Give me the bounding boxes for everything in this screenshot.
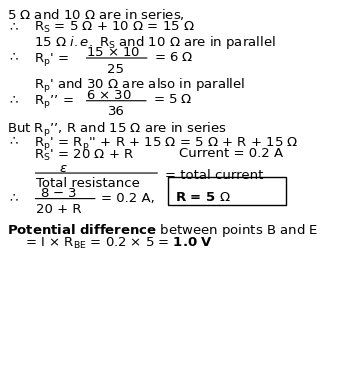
Text: = total current: = total current xyxy=(164,169,263,183)
Text: R$_\mathrm{p}$' and 30 $\Omega$ are also in parallel: R$_\mathrm{p}$' and 30 $\Omega$ are also… xyxy=(34,77,245,95)
Text: = 5 $\Omega$: = 5 $\Omega$ xyxy=(153,93,192,106)
Text: 25: 25 xyxy=(107,63,124,76)
Text: = I $\times$ R$_\mathrm{BE}$ = 0.2 $\times$ 5 = $\mathbf{1.0\ V}$: = I $\times$ R$_\mathrm{BE}$ = 0.2 $\tim… xyxy=(25,236,213,251)
FancyBboxPatch shape xyxy=(168,177,286,205)
Text: $\therefore$: $\therefore$ xyxy=(7,135,19,148)
Text: But R$_\mathrm{p}$’’, R and 15 $\Omega$ are in series: But R$_\mathrm{p}$’’, R and 15 $\Omega$ … xyxy=(7,121,227,139)
Text: R$_\mathrm{S}$ = 5 $\Omega$ + 10 $\Omega$ = 15 $\Omega$: R$_\mathrm{S}$ = 5 $\Omega$ + 10 $\Omega… xyxy=(34,20,195,35)
Text: = 6 $\Omega$: = 6 $\Omega$ xyxy=(154,51,194,64)
Text: 15 $\Omega$ $i.e.$ R$_\mathrm{S}$ and 10 $\Omega$ are in parallel: 15 $\Omega$ $i.e.$ R$_\mathrm{S}$ and 10… xyxy=(34,33,276,50)
Text: = 0.2 A,: = 0.2 A, xyxy=(101,192,154,205)
Text: R$_\mathrm{S}$' = 20 $\Omega$ + R: R$_\mathrm{S}$' = 20 $\Omega$ + R xyxy=(34,148,134,163)
Text: Current = 0.2 A: Current = 0.2 A xyxy=(179,148,283,160)
Text: 6 $\times$ 30: 6 $\times$ 30 xyxy=(86,89,132,102)
Text: $\therefore$: $\therefore$ xyxy=(7,51,19,64)
Text: Total resistance: Total resistance xyxy=(35,177,139,190)
Text: R$_\mathrm{p}$' =: R$_\mathrm{p}$' = xyxy=(34,51,69,68)
Text: R = 5 $\Omega$: R = 5 $\Omega$ xyxy=(175,191,231,204)
Text: $\therefore$: $\therefore$ xyxy=(7,93,19,106)
Text: $\varepsilon$: $\varepsilon$ xyxy=(59,162,68,175)
Text: $\mathbf{Potential\ difference}$ between points B and E: $\mathbf{Potential\ difference}$ between… xyxy=(7,222,319,239)
Text: 15 $\times$ 10: 15 $\times$ 10 xyxy=(86,46,140,59)
Text: R$_\mathrm{p}$' = R$_\mathrm{p}$'' + R + 15 $\Omega$ = 5 $\Omega$ + R + 15 $\Ome: R$_\mathrm{p}$' = R$_\mathrm{p}$'' + R +… xyxy=(34,135,298,152)
Text: 5 $\Omega$ and 10 $\Omega$ are in series,: 5 $\Omega$ and 10 $\Omega$ are in series… xyxy=(7,7,185,22)
Text: $\therefore$: $\therefore$ xyxy=(7,191,19,204)
Text: 8 $-$ 3: 8 $-$ 3 xyxy=(40,187,77,200)
Text: R$_\mathrm{p}$’’ =: R$_\mathrm{p}$’’ = xyxy=(34,93,74,110)
Text: 36: 36 xyxy=(108,106,125,118)
Text: $\therefore$: $\therefore$ xyxy=(7,20,19,33)
Text: 20 + R: 20 + R xyxy=(36,204,82,216)
